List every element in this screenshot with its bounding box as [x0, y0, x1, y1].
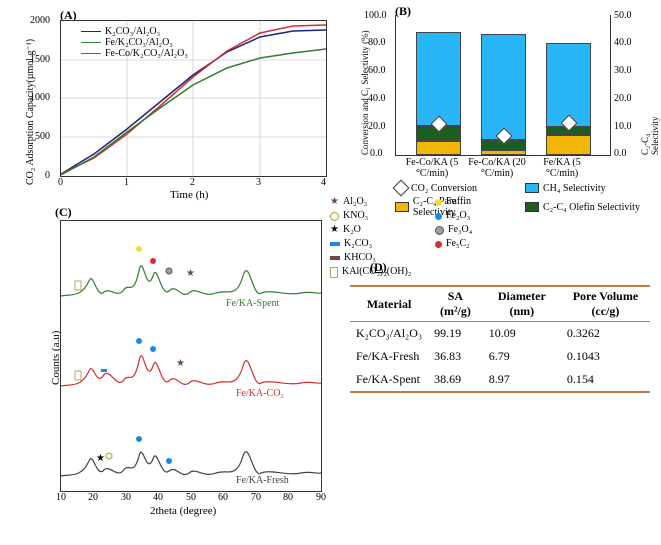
cat-0: Fe-Co/KA (5 °C/min) — [402, 157, 462, 179]
leg-conv: CO₂ Conversion — [411, 183, 477, 194]
chart-c-ylabel: Counts (a.u) — [50, 331, 62, 385]
svg-text:★: ★ — [176, 358, 185, 369]
chart-a-xlabel: Time (h) — [170, 189, 208, 201]
chart-c-plot: Fe/KA-Spent Fe/KA-CO₂ Fe/KA-Fresh ★ ★ ★ — [60, 220, 322, 492]
chart-a-plot: K₂CO₃/Al₂O₃ Fe/K₂CO₃/Al₂O₃ Fe-Co/K₂CO₃/A… — [60, 20, 327, 177]
svg-text:★: ★ — [96, 453, 105, 464]
table-d: Material SA (m²/g) Diameter (nm) Pore Vo… — [350, 285, 650, 393]
chart-b-ylabel-r: C₂-C₄ Selectivity (%) — [640, 117, 661, 156]
phase-legend-2: Fe Fe₂O₃ Fe₃O₄ Fe₅C₂ — [435, 195, 472, 251]
table-row: Fe/KA-Spent38.69 8.970.154 — [350, 368, 650, 392]
svg-text:Fe/KA-Fresh: Fe/KA-Fresh — [236, 475, 289, 486]
table-header: Material SA (m²/g) Diameter (nm) Pore Vo… — [350, 286, 650, 322]
svg-text:Fe/KA-Spent: Fe/KA-Spent — [226, 298, 280, 309]
panel-a: (A) K₂CO₃/Al₂O₃ Fe/K₂CO₃/Al₂O₃ — [10, 10, 340, 205]
table-row: K₂CO₃/Al₂O₃99.19 10.090.3262 — [350, 322, 650, 346]
legend-a-2: Fe-Co/K₂CO₃/Al₂O₃ — [105, 48, 188, 59]
chart-a-legend: K₂CO₃/Al₂O₃ Fe/K₂CO₃/Al₂O₃ Fe-Co/K₂CO₃/A… — [81, 26, 188, 59]
chart-a-ylabel: CO₂ Adsorption Capacity(µmol g⁻¹) — [25, 39, 36, 185]
chart-b-plot — [395, 15, 611, 156]
legend-a-1: Fe/K₂CO₃/Al₂O₃ — [105, 37, 173, 48]
panel-c: (C) Fe/KA-Spent Fe/KA-CO₂ Fe/KA-Fresh — [10, 205, 340, 535]
panel-d-tag: (D) — [370, 260, 387, 275]
chart-c-xlabel: 2theta (degree) — [150, 505, 216, 517]
legend-a-0: K₂CO₃/Al₂O₃ — [105, 26, 160, 37]
panel-d: ★Al₂O₃ KNO₃ ★K₂O K₂CO₃ KHCO₃ KAl(CO₃)₂(O… — [340, 205, 660, 535]
svg-text:Fe/KA-CO₂: Fe/KA-CO₂ — [236, 388, 284, 399]
cat-2: Fe/KA (5 °C/min) — [532, 157, 592, 179]
cat-1: Fe-Co/KA (20 °C/min) — [467, 157, 527, 179]
table-row: Fe/KA-Fresh36.83 6.790.1043 — [350, 345, 650, 368]
panel-b: (B) 0.0 20.0 — [340, 10, 660, 205]
svg-text:★: ★ — [186, 268, 195, 279]
leg-ch4: CH₄ Selectivity — [543, 183, 606, 194]
chart-c-svg: Fe/KA-Spent Fe/KA-CO₂ Fe/KA-Fresh ★ ★ ★ — [61, 221, 321, 491]
panel-c-tag: (C) — [55, 205, 72, 220]
chart-b-ylabel-l: Conversion and C₁ Selectivity (%) — [360, 30, 370, 155]
